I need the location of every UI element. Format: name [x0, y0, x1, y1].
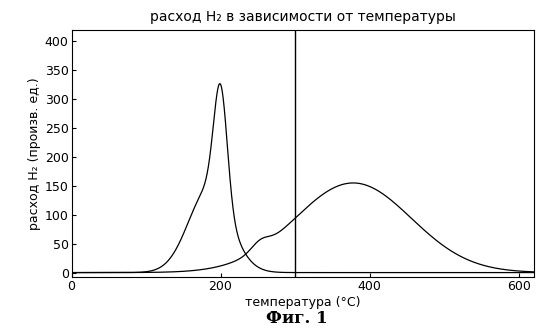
X-axis label: температура (°C): температура (°C)	[245, 296, 360, 309]
Text: Фиг. 1: Фиг. 1	[266, 310, 328, 327]
Title: расход H₂ в зависимости от температуры: расход H₂ в зависимости от температуры	[150, 10, 455, 24]
Y-axis label: расход H₂ (произв. ед.): расход H₂ (произв. ед.)	[28, 77, 41, 230]
